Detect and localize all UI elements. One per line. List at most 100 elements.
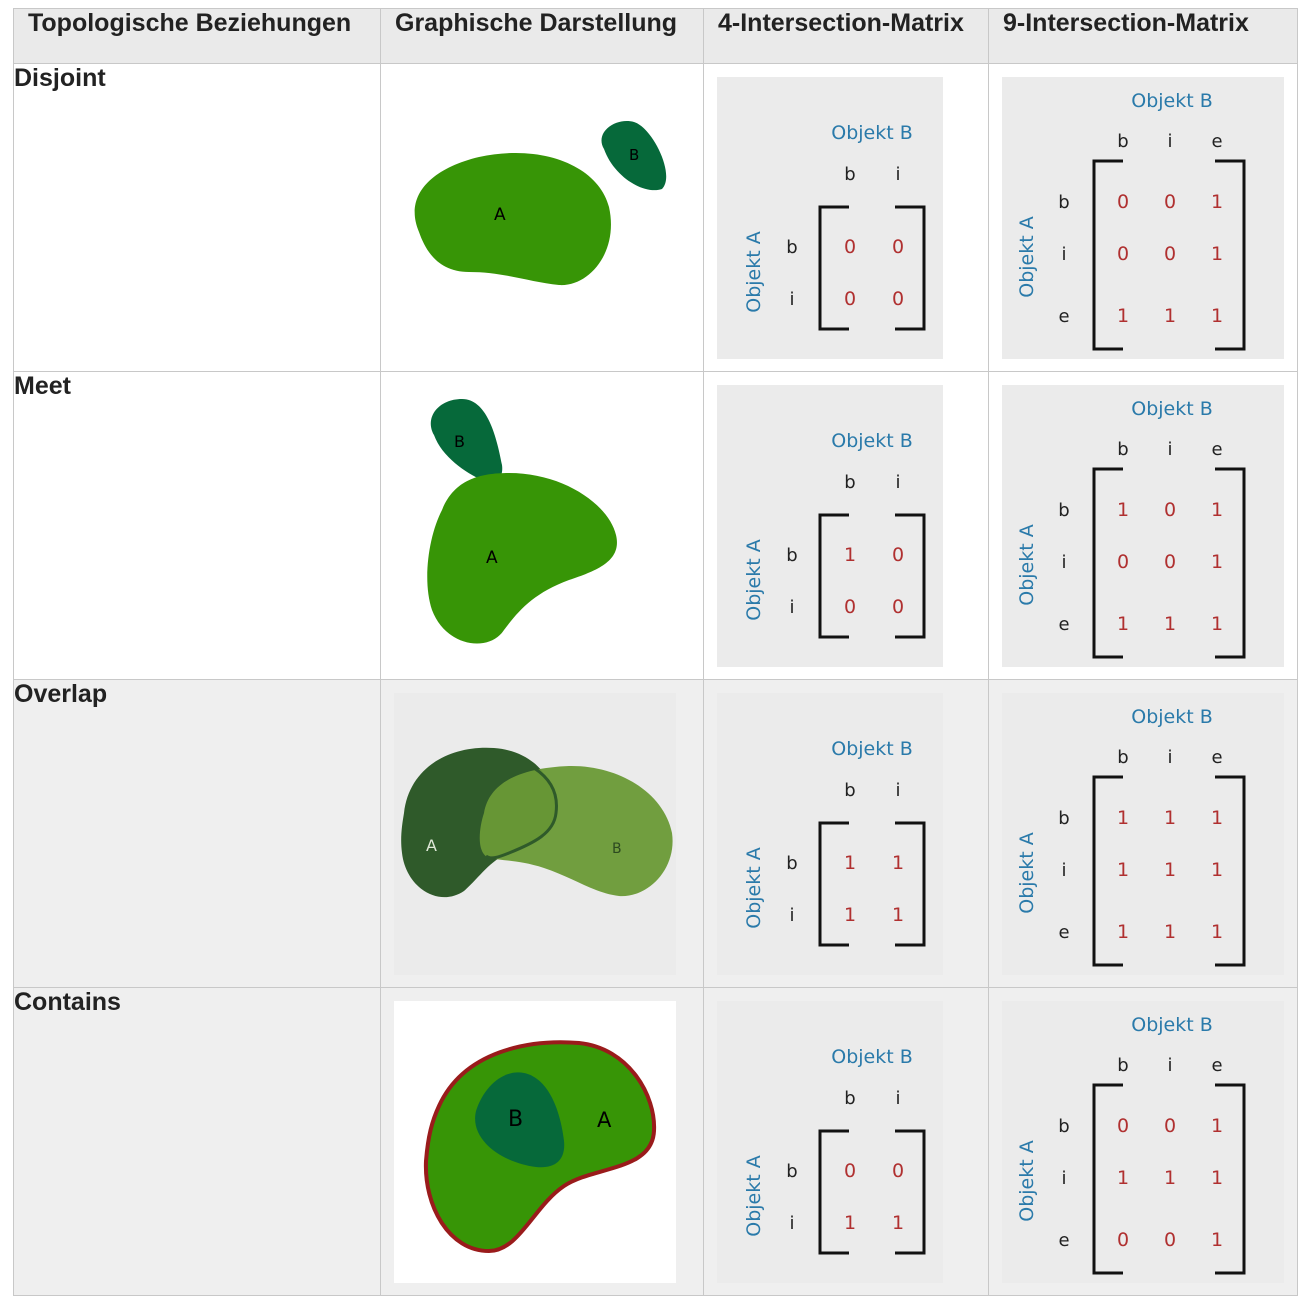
header-topological-relations: Topologische Beziehungen <box>13 8 381 64</box>
matrix-title-object-b: Objekt B <box>1131 90 1213 112</box>
matrix-value: 1 <box>1211 1167 1223 1189</box>
matrix4-cell: Objekt B b i b i Objekt A 1 1 1 1 <box>703 679 989 988</box>
shape-label-a: A <box>426 836 437 855</box>
matrix-title-object-b: Objekt B <box>1131 1014 1213 1036</box>
matrix-row-label: e <box>1058 1230 1069 1251</box>
matrix-value: 0 <box>1164 1229 1176 1251</box>
matrix-value: 1 <box>1211 921 1223 943</box>
matrix-value: 1 <box>1211 305 1223 327</box>
matrix-bracket-left <box>818 1129 849 1255</box>
matrix-value: 1 <box>844 1212 856 1234</box>
header-4-intersection-matrix: 4-Intersection-Matrix <box>703 8 989 64</box>
matrix-bracket-left <box>1092 467 1123 659</box>
topology-table: Topologische Beziehungen Graphische Dars… <box>13 8 1298 1296</box>
matrix-value: 1 <box>1211 1229 1223 1251</box>
matrix-col-label: e <box>1211 131 1222 152</box>
matrix-col-label: i <box>1167 131 1172 152</box>
matrix-row-label: i <box>789 289 794 310</box>
matrix-value: 1 <box>1211 1115 1223 1137</box>
overlap-boundary <box>485 766 558 860</box>
matrix-value: 1 <box>1117 921 1129 943</box>
matrix-col-label: i <box>1167 747 1172 768</box>
matrix-row-label: b <box>786 853 797 874</box>
matrix-col-label: b <box>1117 1055 1128 1076</box>
matrix-row-label: i <box>789 1213 794 1234</box>
matrix-row-label: i <box>1061 1168 1066 1189</box>
matrix-value: 0 <box>844 288 856 310</box>
matrix-value: 1 <box>1164 305 1176 327</box>
matrix-col-label: i <box>1167 439 1172 460</box>
matrix-bracket-left <box>1092 1083 1123 1275</box>
intersection-matrix-4: Objekt B b i b i Objekt A 1 0 0 0 <box>717 385 943 667</box>
matrix-row-label: e <box>1058 922 1069 943</box>
relation-name: Contains <box>13 987 381 1296</box>
matrix-col-label: e <box>1211 747 1222 768</box>
matrix-title-object-b: Objekt B <box>831 122 913 144</box>
matrix-col-label: i <box>1167 1055 1172 1076</box>
matrix-value: 1 <box>1211 191 1223 213</box>
matrix-bracket-right <box>1215 1083 1246 1275</box>
matrix-value: 1 <box>844 852 856 874</box>
matrix-value: 1 <box>892 1212 904 1234</box>
matrix-title-object-b: Objekt B <box>1131 398 1213 420</box>
matrix-row-label: b <box>786 1161 797 1182</box>
intersection-matrix-4: Objekt B b i b i Objekt A 0 0 0 0 <box>717 77 943 359</box>
matrix-value: 1 <box>892 904 904 926</box>
matrix-bracket-right <box>895 821 926 947</box>
shape-label-b: B <box>454 432 465 451</box>
header-graphical-representation: Graphische Darstellung <box>380 8 704 64</box>
matrix-value: 1 <box>1211 613 1223 635</box>
graphic-cell: A B <box>380 63 704 372</box>
shape-label-a: A <box>486 548 498 568</box>
matrix-row-label: b <box>1058 192 1069 213</box>
matrix-title-object-b: Objekt B <box>831 738 913 760</box>
matrix-title-object-a: Objekt A <box>743 231 765 312</box>
matrix-value: 1 <box>1164 807 1176 829</box>
matrix-value: 1 <box>844 544 856 566</box>
matrix-value: 0 <box>1164 1115 1176 1137</box>
matrix-value: 1 <box>1164 859 1176 881</box>
matrix-title-object-b: Objekt B <box>1131 706 1213 728</box>
intersection-matrix-4: Objekt B b i b i Objekt A 0 0 1 1 <box>717 1001 943 1283</box>
matrix-col-label: b <box>1117 131 1128 152</box>
matrix-row-label: b <box>1058 808 1069 829</box>
shape-b <box>430 399 503 482</box>
matrix-value: 1 <box>1117 1167 1129 1189</box>
overlap-graphic: A B <box>394 693 676 975</box>
matrix-value: 0 <box>1164 243 1176 265</box>
matrix-value: 0 <box>892 236 904 258</box>
matrix-value: 0 <box>1164 191 1176 213</box>
contains-graphic: B A <box>394 1001 676 1283</box>
matrix-value: 1 <box>1117 859 1129 881</box>
matrix-col-label: b <box>1117 439 1128 460</box>
matrix-col-label: i <box>895 472 900 493</box>
matrix-row-label: b <box>1058 500 1069 521</box>
shape-label-a: A <box>494 205 506 225</box>
relation-name: Disjoint <box>13 63 381 372</box>
matrix-col-label: b <box>844 472 855 493</box>
matrix-value: 0 <box>1117 1115 1129 1137</box>
matrix-title-object-a: Objekt A <box>1016 832 1038 913</box>
matrix-value: 1 <box>1211 499 1223 521</box>
matrix-row-label: i <box>1061 860 1066 881</box>
graphic-cell: B A <box>380 987 704 1296</box>
matrix-value: 0 <box>1117 551 1129 573</box>
matrix-value: 1 <box>892 852 904 874</box>
matrix-bracket-right <box>895 513 926 639</box>
matrix-title-object-b: Objekt B <box>831 430 913 452</box>
disjoint-graphic: A B <box>414 121 667 286</box>
matrix-title-object-a: Objekt A <box>743 539 765 620</box>
matrix-row-label: i <box>789 905 794 926</box>
matrix-value: 1 <box>1164 613 1176 635</box>
matrix-value: 1 <box>1164 921 1176 943</box>
